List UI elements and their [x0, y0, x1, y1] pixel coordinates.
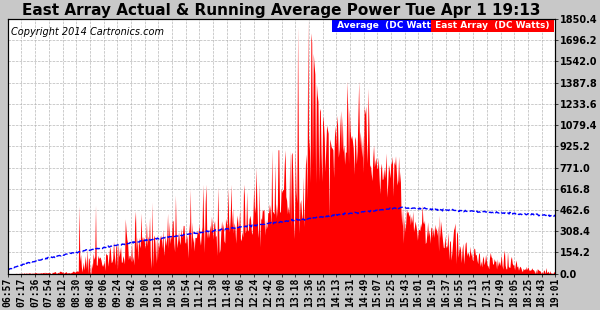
- Text: Average  (DC Watts): Average (DC Watts): [334, 21, 443, 30]
- Text: East Array  (DC Watts): East Array (DC Watts): [432, 21, 553, 30]
- Text: Copyright 2014 Cartronics.com: Copyright 2014 Cartronics.com: [11, 27, 164, 37]
- Title: East Array Actual & Running Average Power Tue Apr 1 19:13: East Array Actual & Running Average Powe…: [22, 3, 541, 18]
